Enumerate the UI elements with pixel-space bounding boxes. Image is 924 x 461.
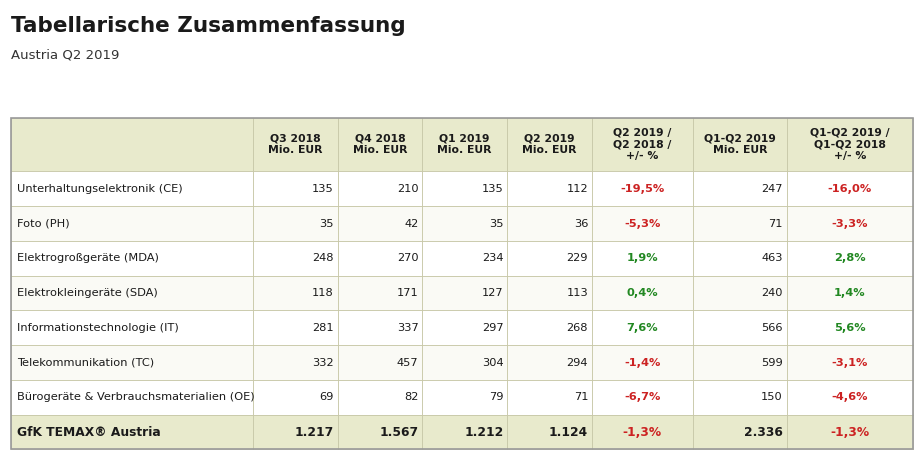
Text: 270: 270 <box>397 253 419 263</box>
Text: -19,5%: -19,5% <box>620 184 664 194</box>
Text: Telekommunikation (TC): Telekommunikation (TC) <box>17 358 153 367</box>
Text: Foto (PH): Foto (PH) <box>17 219 69 229</box>
Text: 297: 297 <box>481 323 504 333</box>
Text: -1,4%: -1,4% <box>625 358 661 367</box>
Text: 127: 127 <box>481 288 504 298</box>
Text: 248: 248 <box>312 253 334 263</box>
Text: 150: 150 <box>761 392 783 402</box>
Text: Q1-Q2 2019
Mio. EUR: Q1-Q2 2019 Mio. EUR <box>704 134 776 155</box>
Text: 35: 35 <box>489 219 504 229</box>
Text: -3,1%: -3,1% <box>832 358 868 367</box>
Text: 2.336: 2.336 <box>744 426 783 438</box>
Text: Q2 2019 /
Q2 2018 /
+/- %: Q2 2019 / Q2 2018 / +/- % <box>614 128 672 161</box>
Text: Tabellarische Zusammenfassung: Tabellarische Zusammenfassung <box>11 16 406 36</box>
Text: 1.217: 1.217 <box>295 426 334 438</box>
Text: Austria Q2 2019: Austria Q2 2019 <box>11 48 119 61</box>
Text: 135: 135 <box>481 184 504 194</box>
Text: 566: 566 <box>761 323 783 333</box>
Text: 1.212: 1.212 <box>464 426 504 438</box>
Text: 247: 247 <box>761 184 783 194</box>
Text: 457: 457 <box>397 358 419 367</box>
Text: Q1-Q2 2019 /
Q1-Q2 2018
+/- %: Q1-Q2 2019 / Q1-Q2 2018 +/- % <box>810 128 890 161</box>
Text: 135: 135 <box>312 184 334 194</box>
Text: 112: 112 <box>566 184 589 194</box>
Text: -4,6%: -4,6% <box>832 392 868 402</box>
Text: 2,8%: 2,8% <box>834 253 866 263</box>
Text: Q2 2019
Mio. EUR: Q2 2019 Mio. EUR <box>522 134 577 155</box>
Text: Bürogeräte & Verbrauchsmaterialien (OE): Bürogeräte & Verbrauchsmaterialien (OE) <box>17 392 254 402</box>
Text: 304: 304 <box>481 358 504 367</box>
Text: Elektrogroßgeräte (MDA): Elektrogroßgeräte (MDA) <box>17 253 159 263</box>
Text: 281: 281 <box>312 323 334 333</box>
Text: 1.124: 1.124 <box>549 426 589 438</box>
Text: 463: 463 <box>761 253 783 263</box>
Text: 599: 599 <box>761 358 783 367</box>
Text: -1,3%: -1,3% <box>623 426 662 438</box>
Text: 71: 71 <box>574 392 589 402</box>
Text: 82: 82 <box>404 392 419 402</box>
Text: -5,3%: -5,3% <box>625 219 661 229</box>
Text: 42: 42 <box>405 219 419 229</box>
Text: 118: 118 <box>312 288 334 298</box>
Text: -3,3%: -3,3% <box>832 219 868 229</box>
Text: 36: 36 <box>574 219 589 229</box>
Text: GfK TEMAX® Austria: GfK TEMAX® Austria <box>17 426 161 438</box>
Text: Unterhaltungselektronik (CE): Unterhaltungselektronik (CE) <box>17 184 182 194</box>
Text: 35: 35 <box>320 219 334 229</box>
Text: 268: 268 <box>566 323 589 333</box>
Text: 229: 229 <box>566 253 589 263</box>
Text: Q4 2018
Mio. EUR: Q4 2018 Mio. EUR <box>353 134 407 155</box>
Text: Q1 2019
Mio. EUR: Q1 2019 Mio. EUR <box>437 134 492 155</box>
Text: 5,6%: 5,6% <box>834 323 866 333</box>
Text: 1,4%: 1,4% <box>834 288 866 298</box>
Text: 79: 79 <box>489 392 504 402</box>
Text: 337: 337 <box>397 323 419 333</box>
Text: 1,9%: 1,9% <box>626 253 658 263</box>
Text: Elektrokleingeräte (SDA): Elektrokleingeräte (SDA) <box>17 288 157 298</box>
Text: 294: 294 <box>566 358 589 367</box>
Text: 1.567: 1.567 <box>380 426 419 438</box>
Text: 71: 71 <box>769 219 783 229</box>
Text: -16,0%: -16,0% <box>828 184 872 194</box>
Text: Informationstechnologie (IT): Informationstechnologie (IT) <box>17 323 178 333</box>
Text: 332: 332 <box>312 358 334 367</box>
Text: 234: 234 <box>482 253 504 263</box>
Text: 7,6%: 7,6% <box>626 323 658 333</box>
Text: Q3 2018
Mio. EUR: Q3 2018 Mio. EUR <box>268 134 322 155</box>
Text: -6,7%: -6,7% <box>625 392 661 402</box>
Text: -1,3%: -1,3% <box>831 426 869 438</box>
Text: 171: 171 <box>397 288 419 298</box>
Text: 69: 69 <box>320 392 334 402</box>
Text: 113: 113 <box>566 288 589 298</box>
Text: 210: 210 <box>397 184 419 194</box>
Text: 240: 240 <box>761 288 783 298</box>
Text: 0,4%: 0,4% <box>626 288 658 298</box>
